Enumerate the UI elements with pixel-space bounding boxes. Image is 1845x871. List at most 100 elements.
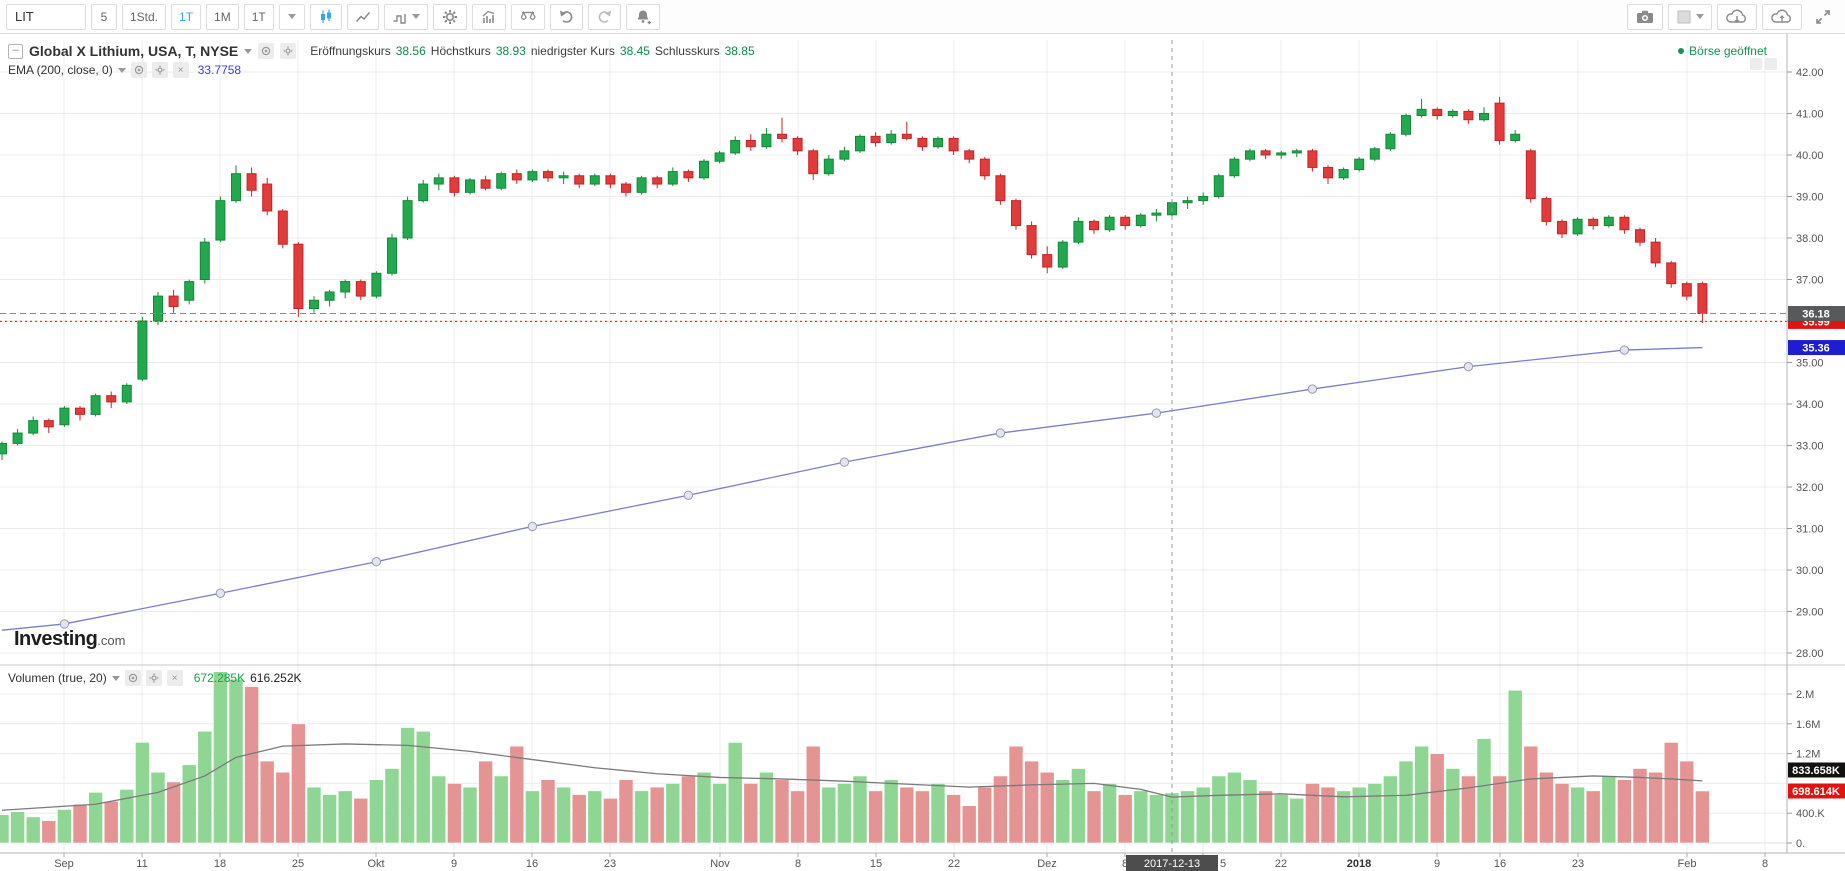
volume-bar[interactable] — [0, 814, 10, 844]
candle[interactable] — [730, 139, 741, 154]
candle[interactable] — [90, 395, 101, 415]
candle[interactable] — [792, 137, 803, 152]
volume-bar[interactable] — [1149, 794, 1164, 844]
volume-bar[interactable] — [25, 816, 41, 844]
candle[interactable] — [1697, 283, 1708, 315]
volume-bar[interactable] — [57, 809, 72, 844]
volume-bar[interactable] — [369, 779, 384, 844]
candle[interactable] — [901, 133, 912, 139]
volume-bar[interactable] — [993, 775, 1008, 844]
volume-bar[interactable] — [1289, 797, 1305, 844]
candle[interactable] — [1120, 216, 1131, 227]
candle[interactable] — [1338, 169, 1349, 179]
chevron-down-icon[interactable] — [117, 67, 126, 73]
candle[interactable] — [1057, 241, 1068, 268]
candle[interactable] — [355, 281, 366, 297]
candle[interactable] — [480, 179, 491, 189]
volume-bar[interactable] — [1383, 775, 1398, 844]
volume-bar[interactable] — [228, 678, 244, 844]
candle[interactable] — [1135, 214, 1146, 227]
volume-bar[interactable] — [1523, 745, 1539, 844]
volume-bar[interactable] — [1663, 742, 1679, 844]
volume-bar[interactable] — [119, 789, 135, 844]
candle[interactable] — [543, 171, 553, 179]
ema-marker[interactable] — [59, 619, 70, 629]
volume-bar[interactable] — [1445, 768, 1461, 844]
ema-marker[interactable] — [1307, 384, 1318, 394]
volume-bar[interactable] — [1695, 790, 1710, 844]
save-chart-button[interactable] — [1762, 3, 1802, 30]
candle[interactable] — [1011, 200, 1021, 227]
volume-visibility-button[interactable] — [124, 670, 141, 686]
load-chart-button[interactable] — [1717, 3, 1757, 30]
volume-bar[interactable] — [665, 783, 681, 844]
volume-bar[interactable] — [1039, 771, 1055, 844]
candle[interactable] — [137, 320, 148, 380]
ema-visibility-button[interactable] — [130, 62, 147, 78]
candle[interactable] — [121, 384, 132, 403]
volume-bar[interactable] — [1055, 779, 1071, 844]
volume-bar[interactable] — [649, 786, 665, 844]
volume-bar[interactable] — [1601, 775, 1617, 844]
candle[interactable] — [1245, 150, 1255, 160]
candle[interactable] — [667, 171, 678, 185]
volume-bar[interactable] — [1507, 689, 1523, 844]
volume-bar[interactable] — [462, 786, 478, 844]
volume-bar[interactable] — [1398, 760, 1414, 844]
candle[interactable] — [933, 137, 943, 148]
volume-bar[interactable] — [322, 794, 337, 844]
volume-bar[interactable] — [1227, 771, 1242, 844]
candle[interactable] — [1666, 262, 1677, 285]
candle[interactable] — [886, 133, 897, 144]
volume-bar[interactable] — [291, 723, 306, 844]
ema-close-button[interactable]: × — [172, 62, 189, 78]
candle[interactable] — [964, 150, 975, 160]
candle[interactable] — [1525, 150, 1536, 200]
volume-bar[interactable] — [1554, 783, 1570, 844]
candle[interactable] — [262, 183, 273, 212]
candle[interactable] — [324, 291, 335, 301]
candle[interactable] — [75, 407, 85, 415]
volume-bar[interactable] — [1492, 775, 1507, 844]
volume-bar[interactable] — [946, 794, 961, 844]
volume-bar[interactable] — [805, 745, 821, 844]
candle[interactable] — [1323, 166, 1333, 179]
volume-bar[interactable] — [1273, 794, 1289, 844]
volume-bar[interactable] — [868, 790, 883, 844]
candle[interactable] — [309, 299, 319, 310]
candle[interactable] — [839, 150, 850, 160]
volume-bar[interactable] — [400, 727, 415, 844]
candle[interactable] — [418, 183, 429, 202]
interval-1day-button[interactable]: 1T — [171, 3, 202, 30]
volume-bar[interactable] — [213, 671, 228, 844]
candle[interactable] — [527, 171, 538, 181]
chevron-down-icon[interactable] — [111, 675, 120, 681]
candle[interactable] — [1369, 148, 1380, 160]
candle[interactable] — [683, 171, 694, 179]
volume-bar[interactable] — [1679, 760, 1695, 844]
candle[interactable] — [605, 175, 616, 185]
candle[interactable] — [1635, 229, 1645, 243]
volume-bar[interactable] — [1211, 775, 1227, 844]
candle[interactable] — [1260, 150, 1271, 156]
volume-bar[interactable] — [181, 764, 197, 844]
candle[interactable] — [621, 183, 631, 193]
candle[interactable] — [184, 281, 195, 301]
candle[interactable] — [652, 177, 663, 185]
candle[interactable] — [1603, 216, 1614, 227]
volume-bar[interactable] — [353, 797, 369, 844]
volume-bar[interactable] — [135, 742, 150, 844]
volume-bar[interactable] — [1617, 779, 1632, 844]
volume-bar[interactable] — [1461, 775, 1476, 844]
volume-bar[interactable] — [431, 775, 447, 844]
screenshot-button[interactable] — [1627, 3, 1663, 30]
volume-bar[interactable] — [883, 779, 899, 844]
volume-bar[interactable] — [10, 811, 25, 844]
fullscreen-button[interactable] — [1807, 4, 1839, 30]
volume-bar[interactable] — [103, 800, 119, 844]
candle[interactable] — [1557, 220, 1567, 235]
ema-marker[interactable] — [215, 588, 226, 598]
candle[interactable] — [1416, 108, 1427, 117]
candle[interactable] — [12, 432, 23, 444]
candle[interactable] — [1588, 218, 1599, 227]
